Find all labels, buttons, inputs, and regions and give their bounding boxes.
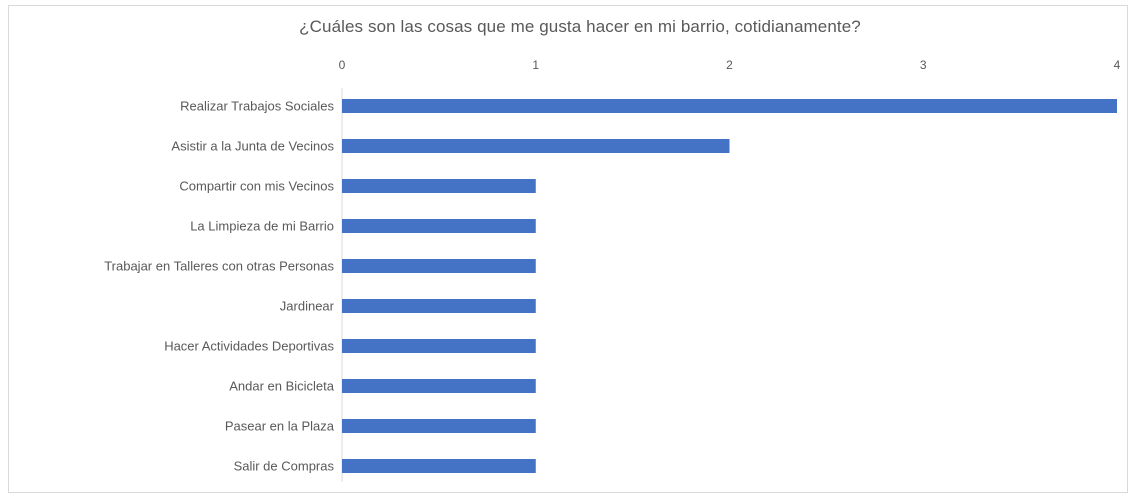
category-label: Andar en Bicicleta — [229, 379, 335, 394]
category-label: Realizar Trabajos Sociales — [180, 99, 334, 114]
category-label: Trabajar en Talleres con otras Personas — [104, 259, 334, 274]
category-label: La Limpieza de mi Barrio — [190, 219, 334, 234]
bar — [342, 259, 536, 273]
chart-title: ¿Cuáles son las cosas que me gusta hacer… — [299, 17, 861, 36]
bar — [342, 99, 1117, 113]
category-label: Asistir a la Junta de Vecinos — [171, 139, 334, 154]
bar — [342, 219, 536, 233]
category-label: Jardinear — [280, 299, 335, 314]
bar — [342, 299, 536, 313]
category-label: Hacer Actividades Deportivas — [164, 339, 334, 354]
x-tick-label: 0 — [339, 58, 346, 72]
bar — [342, 419, 536, 433]
x-tick-label: 1 — [532, 58, 539, 72]
category-label: Salir de Compras — [234, 459, 335, 474]
bar — [342, 139, 730, 153]
x-tick-label: 3 — [920, 58, 927, 72]
bar — [342, 379, 536, 393]
category-label: Compartir con mis Vecinos — [179, 179, 334, 194]
category-label: Pasear en la Plaza — [225, 419, 335, 434]
bar — [342, 339, 536, 353]
bar — [342, 179, 536, 193]
chart-frame — [8, 5, 1128, 493]
x-tick-label: 4 — [1114, 58, 1121, 72]
bar — [342, 459, 536, 473]
x-tick-label: 2 — [726, 58, 733, 72]
